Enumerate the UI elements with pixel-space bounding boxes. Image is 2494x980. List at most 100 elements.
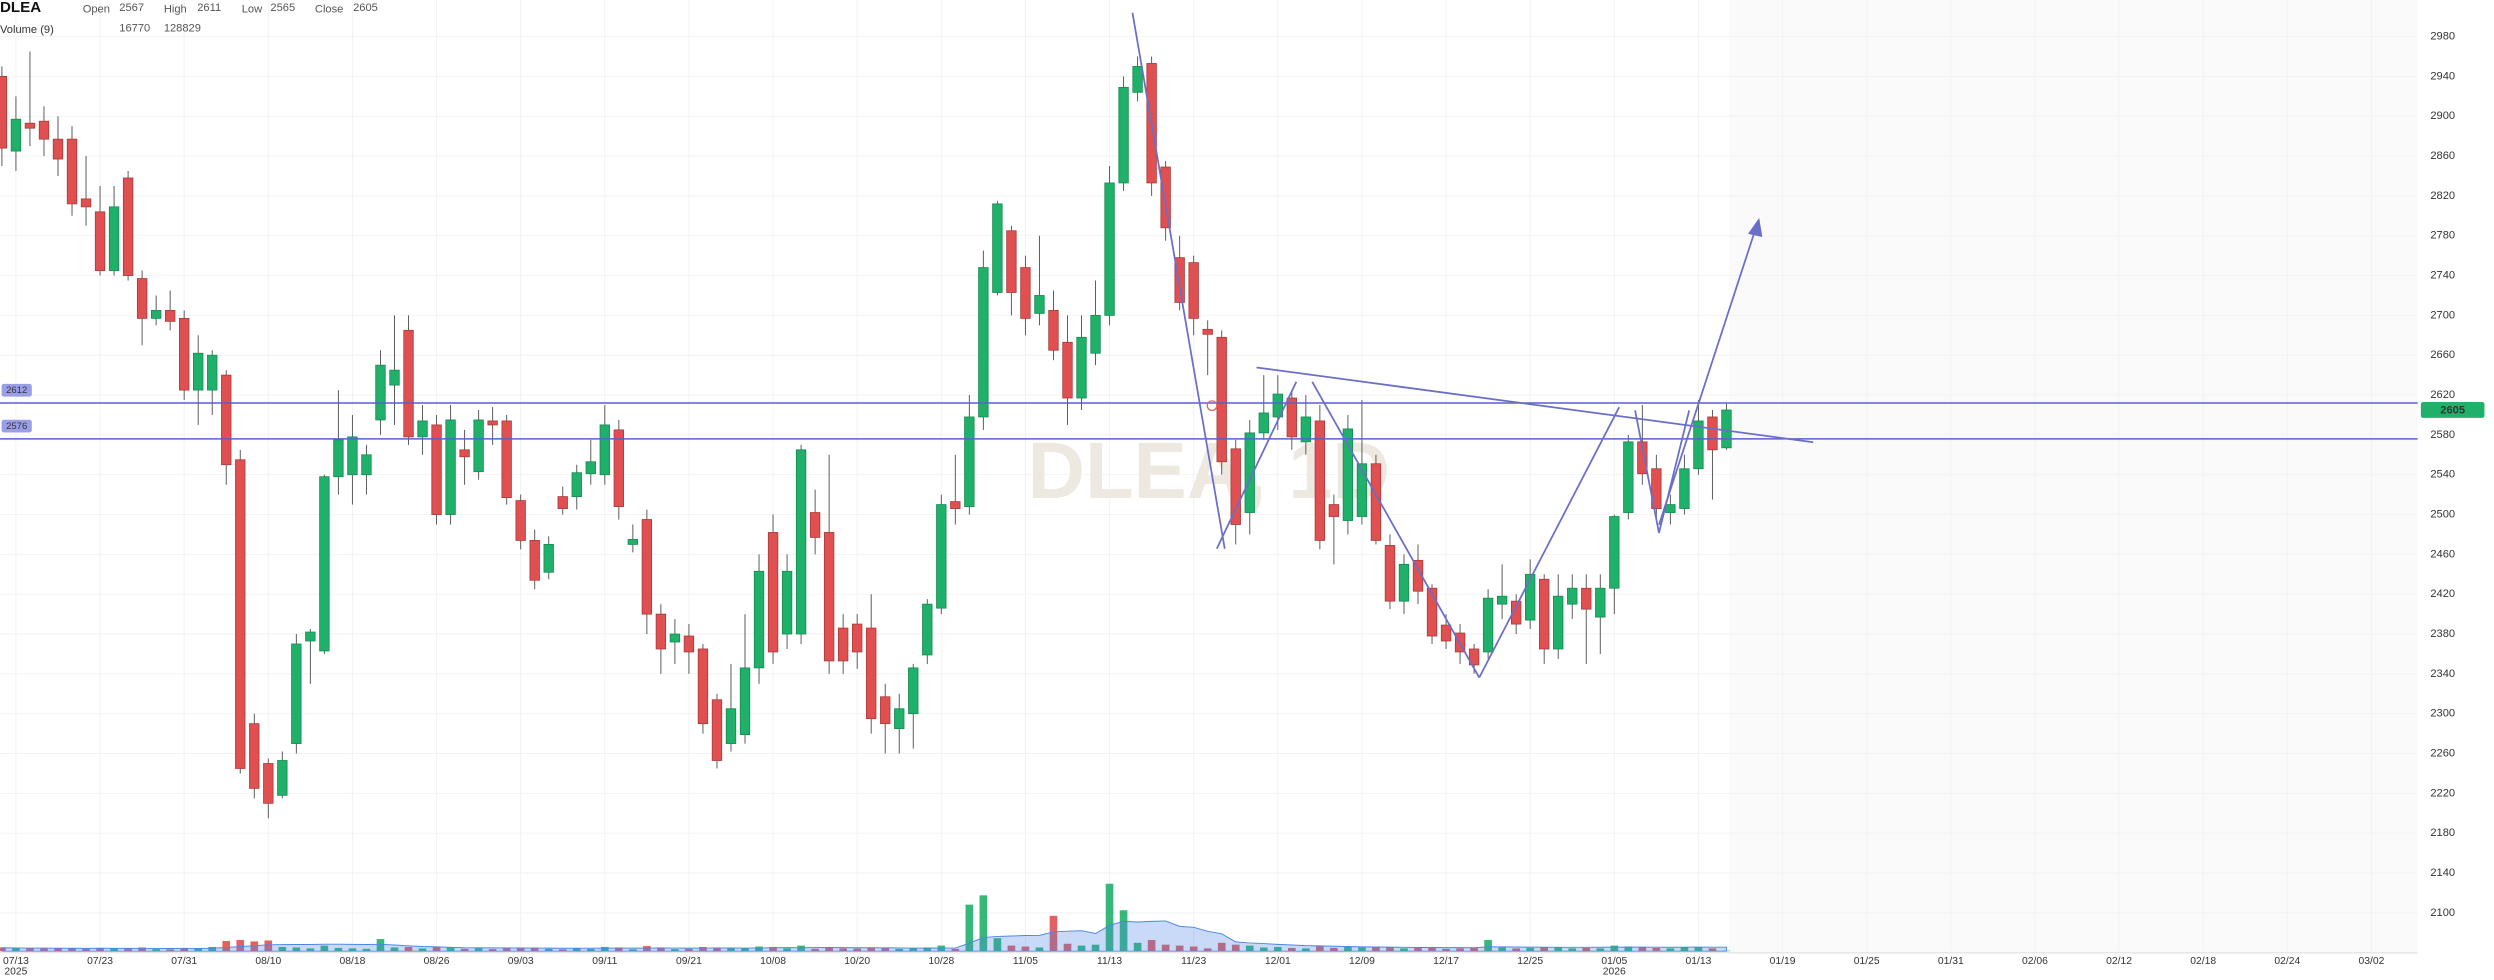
volume-bar <box>1189 946 1198 952</box>
volume-bar <box>446 947 455 952</box>
candle-body <box>1637 441 1648 475</box>
candle-body <box>459 449 470 458</box>
candle-body <box>403 329 414 438</box>
volume-bar <box>979 895 988 952</box>
y-tick-label: 2220 <box>2430 787 2455 799</box>
volume-bar <box>474 947 483 952</box>
volume-bar <box>530 947 539 952</box>
candle-body <box>10 118 22 152</box>
arrow-head <box>1748 217 1763 238</box>
candle-body <box>1328 504 1340 517</box>
candle-body <box>473 419 484 473</box>
candle-body <box>1258 412 1269 434</box>
volume-bar <box>502 947 511 952</box>
candle-body <box>627 539 639 545</box>
watermark: DLEA, 1D <box>1028 426 1390 515</box>
volume-bar <box>951 948 960 952</box>
candle-body <box>992 203 1003 293</box>
volume-bar <box>1049 915 1058 952</box>
candle-body <box>1342 428 1354 521</box>
future-area <box>1728 0 2418 955</box>
y-tick-label: 2300 <box>2430 708 2455 720</box>
volume-bar <box>26 948 34 952</box>
candle-body <box>38 120 50 140</box>
candle-body <box>1693 420 1704 470</box>
volume-bar <box>1344 946 1352 952</box>
volume-bar <box>1091 944 1100 952</box>
y-tick-label: 2620 <box>2430 389 2455 401</box>
volume-bar <box>909 948 918 952</box>
volume-bar <box>1484 940 1492 952</box>
volume-bar <box>586 948 595 952</box>
candle-body <box>1160 166 1171 229</box>
candle-body <box>613 429 624 507</box>
volume-bar <box>404 946 413 952</box>
candle-body <box>1651 468 1662 509</box>
candle-body <box>1188 262 1199 319</box>
ohlc-label: Close <box>315 4 343 16</box>
candle-body <box>894 708 905 730</box>
candle-body <box>725 708 737 744</box>
candle-body <box>1090 314 1101 354</box>
volume-bar <box>1372 946 1380 952</box>
candle-body <box>1272 393 1283 418</box>
y-tick-label: 2460 <box>2430 548 2455 560</box>
candle-body <box>1062 341 1073 399</box>
volume-bar <box>362 948 371 952</box>
volume-bar <box>671 949 679 952</box>
candle-body <box>221 374 232 466</box>
volume-bar <box>572 948 581 952</box>
y-tick-label: 2580 <box>2430 429 2455 441</box>
candle-body <box>1595 587 1606 618</box>
volume-bar <box>1358 947 1366 952</box>
y-tick-label: 2740 <box>2430 269 2455 281</box>
volume-bar <box>320 945 329 952</box>
candle-body <box>431 424 442 515</box>
candle-body <box>263 763 274 804</box>
y-tick-label: 2540 <box>2430 469 2455 481</box>
volume-bar <box>853 948 861 952</box>
x-tick-label: 07/13 <box>3 956 29 967</box>
volume-bar <box>1035 947 1044 952</box>
ohlc-label: Open <box>83 4 110 16</box>
volume-bar <box>1203 948 1212 952</box>
volume-bar <box>516 947 525 952</box>
candle-body <box>936 504 947 609</box>
candle-body <box>1525 573 1536 621</box>
volume-bar <box>460 948 469 952</box>
candle-body <box>1707 416 1718 451</box>
volume-bar <box>741 947 749 952</box>
volume-bar <box>194 948 203 952</box>
y-tick-label: 2100 <box>2430 907 2455 919</box>
volume-bar <box>1708 948 1717 952</box>
candle-body <box>389 369 400 386</box>
candle-body <box>1384 545 1396 602</box>
candle-body <box>249 723 260 789</box>
x-tick-label: 11/23 <box>1181 956 1206 967</box>
volume-bar <box>110 948 118 952</box>
x-tick-label: 07/31 <box>171 956 197 967</box>
candle-body <box>964 416 975 507</box>
header: DLEA Open 2567 High 2611 Low 2565 Close … <box>0 0 378 36</box>
candle-body <box>1440 624 1452 642</box>
candle-body <box>235 459 246 769</box>
x-tick-label: 08/10 <box>255 956 281 967</box>
volume-bar <box>12 947 20 952</box>
x-tick-sublabel: 2025 <box>4 967 27 978</box>
y-tick-label: 2380 <box>2430 628 2455 640</box>
price-line-label: 2612 <box>6 385 27 396</box>
axes: 2100 2140 2180 2220 2260 2300 2340 2380 2420 2460… <box>0 31 2485 978</box>
candle-body <box>1286 397 1297 438</box>
x-tick-label: 09/03 <box>508 956 534 967</box>
candle-body <box>24 122 36 129</box>
drawings <box>1131 12 1814 679</box>
volume-ma-value: 128829 <box>164 23 201 35</box>
volume-bar <box>615 947 623 952</box>
y-tick-label: 2820 <box>2430 190 2455 202</box>
y-tick-label: 2940 <box>2430 70 2455 82</box>
volume-bar <box>1526 947 1534 952</box>
candle-body <box>599 424 610 476</box>
candle-body <box>347 436 358 476</box>
candle-body <box>739 667 751 736</box>
volume-bar <box>222 940 231 952</box>
